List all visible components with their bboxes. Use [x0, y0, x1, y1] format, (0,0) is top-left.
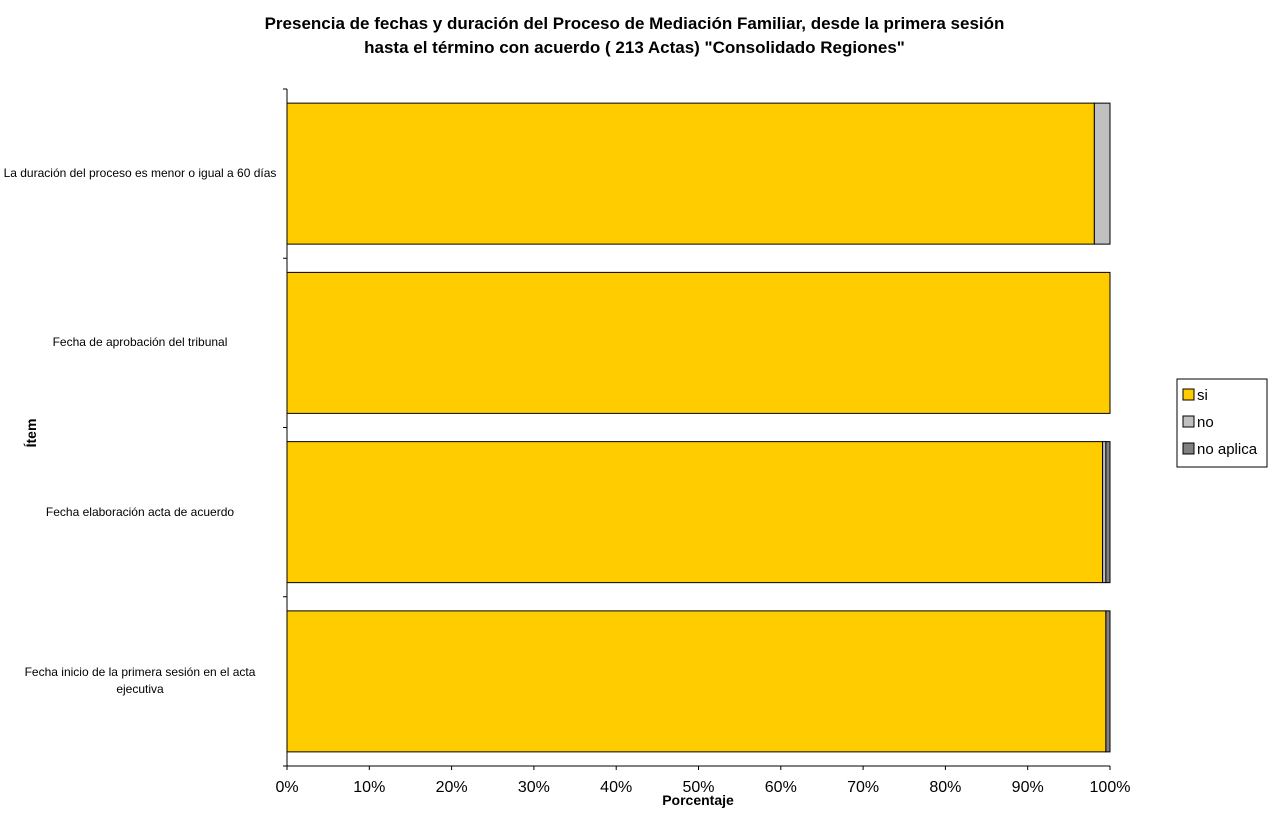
bar-segment-no-aplica-3	[1105, 610, 1111, 753]
y-category-label: La duración del proceso es menor o igual…	[3, 166, 277, 181]
x-tick-label: 20%	[436, 779, 468, 796]
legend-label-si: si	[1197, 387, 1208, 404]
legend-swatch-si	[1182, 388, 1195, 401]
bar-segment-no-aplica-2	[1105, 441, 1111, 584]
bar-segment-no-0	[1093, 102, 1111, 245]
x-tick-label: 30%	[518, 779, 550, 796]
x-tick-label: 70%	[847, 779, 879, 796]
bar-segment-si-2	[286, 441, 1104, 584]
y-category-label: Fecha elaboración acta de acuerdo	[45, 504, 235, 519]
x-tick-label: 40%	[600, 779, 632, 796]
bar-segment-si-3	[286, 610, 1107, 753]
chart-title-line-1: Presencia de fechas y duración del Proce…	[264, 14, 1005, 33]
x-tick-label: 60%	[765, 779, 797, 796]
legend-swatch-no-aplica	[1182, 442, 1195, 455]
chart-title-line-2: hasta el término con acuerdo ( 213 Actas…	[364, 38, 905, 57]
bar-segment-si-1	[286, 271, 1111, 414]
y-category-label: Fecha de aprobación del tribunal	[52, 335, 228, 350]
bars-layer	[286, 102, 1111, 753]
x-tick-label: 90%	[1012, 779, 1044, 796]
axes-layer	[283, 88, 1111, 770]
x-tick-label: 100%	[1090, 779, 1131, 796]
legend-swatch-no	[1182, 415, 1195, 428]
x-tick-labels: 0% 10% 20% 30% 40% 50% 60% 70% 80% 90% 100%	[275, 779, 1130, 796]
x-tick-label: 80%	[929, 779, 961, 796]
x-tick-label: 10%	[353, 779, 385, 796]
bar-segment-si-0	[286, 102, 1095, 245]
legend-label-no-aplica: no aplica	[1197, 441, 1258, 458]
legend: si no no aplica	[1176, 378, 1268, 468]
x-axis-label: Porcentaje	[662, 792, 734, 808]
x-tick-label: 0%	[275, 779, 298, 796]
y-axis-label: Ítem	[23, 419, 39, 448]
x-tick-label: 50%	[682, 779, 714, 796]
legend-label-no: no	[1197, 414, 1214, 431]
y-category-label: Fecha inicio de la primera sesión en el …	[24, 665, 256, 697]
